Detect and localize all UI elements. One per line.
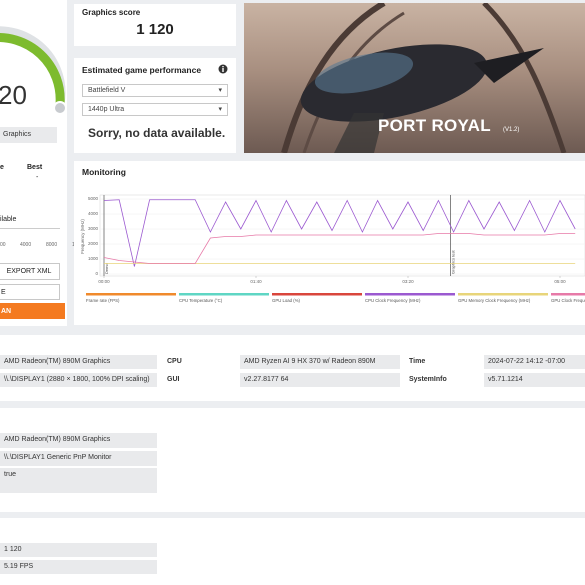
column-label: Best xyxy=(27,164,43,171)
game-performance-title: Estimated game performance xyxy=(82,65,202,75)
note: ilable xyxy=(0,216,17,223)
x-tick-label: 00:00 xyxy=(98,279,110,284)
system-label: Time xyxy=(409,358,426,365)
system-value: \\.\DISPLAY1 (2880 × 1800, 100% DPI scal… xyxy=(0,373,157,387)
system-value: 2024-07-22 14:12 -07:00 xyxy=(484,355,585,369)
legend-swatch xyxy=(272,293,362,296)
y-tick-label: 0 xyxy=(95,271,98,276)
benchmark-version: (V1.2) xyxy=(503,127,520,133)
result-value: 5.19 FPS xyxy=(0,560,157,574)
score-subtitle: Graphics xyxy=(0,127,57,143)
score-gauge xyxy=(0,26,67,115)
gauge-knob xyxy=(53,101,67,115)
benchmark-name: PORT ROYAL xyxy=(378,116,491,135)
benchmark-artwork xyxy=(281,3,567,153)
detail-value: AMD Radeon(TM) 890M Graphics xyxy=(0,433,157,448)
column-label: e xyxy=(0,164,4,171)
graphics-score-label: Graphics score xyxy=(82,8,141,17)
best-value: - xyxy=(36,174,39,181)
results-card: 1 120 5.19 FPS xyxy=(0,518,585,585)
system-value: v5.71.1214 xyxy=(484,373,585,387)
run-button[interactable]: AN xyxy=(0,303,65,319)
x-tick-label: 03:20 xyxy=(402,279,414,284)
info-icon[interactable] xyxy=(218,64,228,74)
y-tick-label: 3000 xyxy=(88,226,99,231)
system-label: SystemInfo xyxy=(409,376,447,383)
axis-label: 8000 xyxy=(46,242,58,248)
axis-label: 4000 xyxy=(20,242,32,248)
y-tick-label: 1000 xyxy=(88,256,99,261)
phase-label: Graphics test xyxy=(451,250,456,274)
system-label: CPU xyxy=(167,358,182,365)
legend-label: GPU Clock Frequency (MHz) xyxy=(551,298,585,303)
legend-label: Frame rate (FPS) xyxy=(86,298,120,303)
monitoring-chart: 0 1000 2000 3000 4000 5000 Frequency (MHz) 00:0… xyxy=(80,194,585,303)
x-tick-label: 05:00 xyxy=(554,279,566,284)
graphics-score-card: Graphics score 1 120 xyxy=(74,4,236,46)
export-xml-button[interactable]: EXPORT XML xyxy=(0,263,60,280)
game-performance-card: Estimated game performance Battlefield V… xyxy=(74,58,236,153)
legend-swatch xyxy=(179,293,269,296)
monitoring-title: Monitoring xyxy=(82,167,126,177)
system-info-card: AMD Radeon(TM) 890M Graphics \\.\DISPLAY… xyxy=(0,335,585,401)
score-panel: 20 Graphics e Best - ilable 00 4000 8000… xyxy=(0,0,86,326)
x-tick-label: 01:40 xyxy=(250,279,262,284)
divider xyxy=(0,228,60,229)
legend-swatch xyxy=(86,293,176,296)
system-label: GUI xyxy=(167,376,180,383)
system-value: v2.27.8177 64 xyxy=(240,373,400,387)
legend-label: CPU Temperature (°C) xyxy=(179,298,223,303)
game-dropdown[interactable]: Battlefield V xyxy=(82,84,228,97)
graphics-score-value: 1 120 xyxy=(136,21,174,38)
legend-swatch xyxy=(365,293,455,296)
y-tick-label: 4000 xyxy=(88,211,99,216)
legend-swatch xyxy=(551,293,585,296)
detail-value: true xyxy=(0,468,157,493)
no-data-message: Sorry, no data available. xyxy=(88,126,226,140)
legend-label: GPU Memory Clock Frequency (MHz) xyxy=(458,298,531,303)
series-line xyxy=(103,233,576,264)
preset-dropdown[interactable]: 1440p Ultra xyxy=(82,103,228,116)
score-partial: 20 xyxy=(0,80,27,110)
y-tick-label: 2000 xyxy=(88,241,99,246)
y-tick-label: 5000 xyxy=(88,196,99,201)
axis-label: 00 xyxy=(0,242,6,248)
legend-swatch xyxy=(458,293,548,296)
plot-area xyxy=(99,194,585,277)
gauge-arc xyxy=(0,33,65,105)
series-line xyxy=(103,199,576,267)
legend-label: GPU Load (%) xyxy=(272,298,301,303)
system-value: AMD Ryzen AI 9 HX 370 w/ Radeon 890M xyxy=(240,355,400,369)
phase-label: Demo xyxy=(104,263,109,274)
system-value: AMD Radeon(TM) 890M Graphics xyxy=(0,355,157,369)
button[interactable]: E xyxy=(0,284,60,300)
detail-value: \\.\DISPLAY1 Generic PnP Monitor xyxy=(0,451,157,466)
y-axis-label: Frequency (MHz) xyxy=(80,219,85,254)
result-value: 1 120 xyxy=(0,543,157,557)
benchmark-image: PORT ROYAL (V1.2) xyxy=(244,3,585,153)
monitoring-card: Monitoring 0 1000 2000 3000 4000 5000 Frequenc… xyxy=(74,161,585,325)
legend-label: CPU Clock Frequency (MHz) xyxy=(365,298,421,303)
gpu-details-card: AMD Radeon(TM) 890M Graphics \\.\DISPLAY… xyxy=(0,408,585,512)
